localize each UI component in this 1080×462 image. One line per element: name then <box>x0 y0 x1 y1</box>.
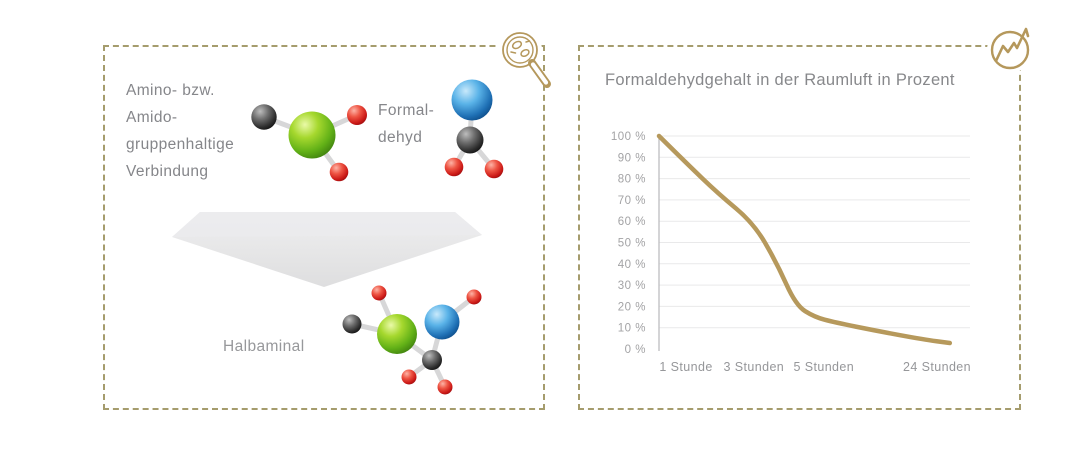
y-tick-label: 100 % <box>611 131 646 143</box>
y-tick-label: 20 % <box>618 301 646 313</box>
formaldehyde-label: Formal- dehyd <box>378 97 434 151</box>
y-tick-label: 10 % <box>618 323 646 335</box>
x-category-label: 24 Stunden <box>903 360 971 374</box>
halbaminal-molecule <box>342 285 482 395</box>
y-tick-label: 90 % <box>618 152 646 164</box>
y-tick-label: 80 % <box>618 174 646 186</box>
y-tick-label: 60 % <box>618 216 646 228</box>
chart-title: Formaldehydgehalt in der Raumluft in Pro… <box>605 71 955 89</box>
reaction-diagram-panel: Amino- bzw. Amido- gruppenhaltige Verbin… <box>103 45 545 410</box>
amino-compound-molecule <box>251 104 367 182</box>
y-tick-label: 0 % <box>625 344 646 356</box>
reactant-label-line: Amino- bzw. <box>126 82 215 99</box>
formaldehyde-molecule <box>444 79 504 179</box>
reactant-label-line: Verbindung <box>126 163 209 180</box>
x-category-label: 3 Stunden <box>724 360 785 374</box>
line-chart-icon <box>987 27 1033 73</box>
reactant-label-line: Amido- <box>126 109 178 126</box>
y-tick-label: 70 % <box>618 195 646 207</box>
product-label: Halbaminal <box>223 338 305 355</box>
reactant-label-line: gruppenhaltige <box>126 136 235 153</box>
x-category-label: 5 Stunden <box>794 360 855 374</box>
reaction-arrow-down <box>172 212 482 287</box>
decay-line-series <box>656 133 953 346</box>
x-category-label: 1 Stunde <box>659 360 712 374</box>
y-tick-label: 50 % <box>618 238 646 250</box>
reactant-label: Amino- bzw. Amido- gruppenhaltige Verbin… <box>126 77 234 185</box>
formaldehyde-decay-chart: 100 % 90 % 80 % 70 % 60 % 50 % 40 % 30 % 20 % 10 … <box>611 131 971 374</box>
magnifier-molecules-icon <box>498 28 551 88</box>
y-tick-label: 30 % <box>618 280 646 292</box>
chart-panel: Formaldehydgehalt in der Raumluft in Pro… <box>578 45 1021 410</box>
formaldehyde-label-line: dehyd <box>378 129 423 146</box>
formaldehyde-label-line: Formal- <box>378 102 435 119</box>
y-tick-label: 40 % <box>618 259 646 271</box>
microbe-glyphs <box>510 40 531 57</box>
